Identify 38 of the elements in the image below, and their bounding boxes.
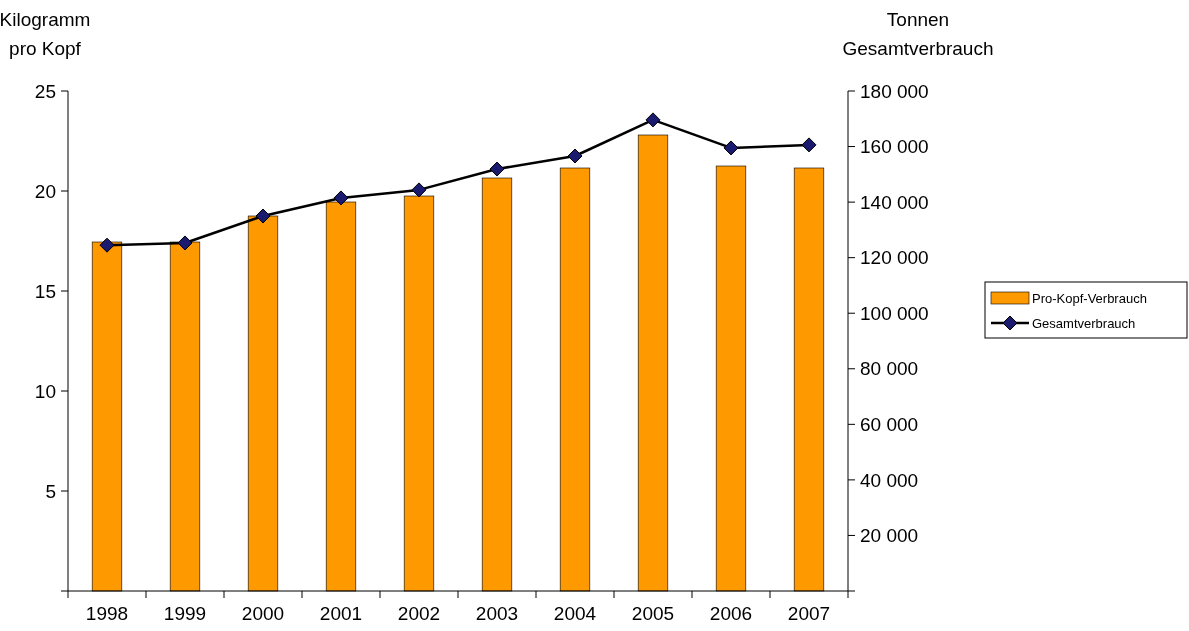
x-tick-label: 2005 [631,603,675,624]
point [801,137,817,153]
x-tick-label: 2001 [319,603,363,624]
legend-label: Pro-Kopf-Verbrauch [1032,290,1147,306]
y2-tick-label: 140 000 [860,191,929,213]
point [645,112,661,128]
y2-tick-label: 120 000 [860,247,929,269]
point [567,148,583,164]
point [489,161,505,177]
point [177,235,193,251]
x-tick-label: 2006 [709,603,753,624]
y-axis-title: Kilogramm pro Kopf [0,9,91,59]
y-tick-label: 15 [34,280,56,302]
x-tick-label: 2003 [475,603,519,624]
x-tick-label: 2007 [787,603,831,624]
point [255,208,271,224]
y2-tick-label: 100 000 [860,302,929,324]
y2-tick-label: 80 000 [860,358,919,380]
legend-label: Gesamtverbrauch [1032,315,1136,331]
y-tick-label: 25 [34,80,56,102]
y-tick-label: 20 [34,180,56,202]
y2-tick-label: 60 000 [860,413,919,435]
y2-tick-label: 20 000 [860,525,919,547]
point [99,237,115,253]
x-tick-label: 1999 [163,603,207,624]
y-tick-label: 10 [34,380,56,402]
y2-tick-label: 160 000 [860,136,929,158]
point [333,190,349,206]
x-tick-label: 2000 [241,603,285,624]
y2-tick-label: 40 000 [860,469,919,491]
x-tick-label: 2004 [553,603,597,624]
point [411,182,427,198]
y-tick-label: 5 [45,480,56,502]
point [723,140,739,156]
y2-axis-title: Tonnen Gesamtverbrauch [842,9,994,59]
y2-tick-label: 180 000 [860,80,929,102]
x-tick-label: 2002 [397,603,441,624]
x-tick-label: 1998 [85,603,129,624]
